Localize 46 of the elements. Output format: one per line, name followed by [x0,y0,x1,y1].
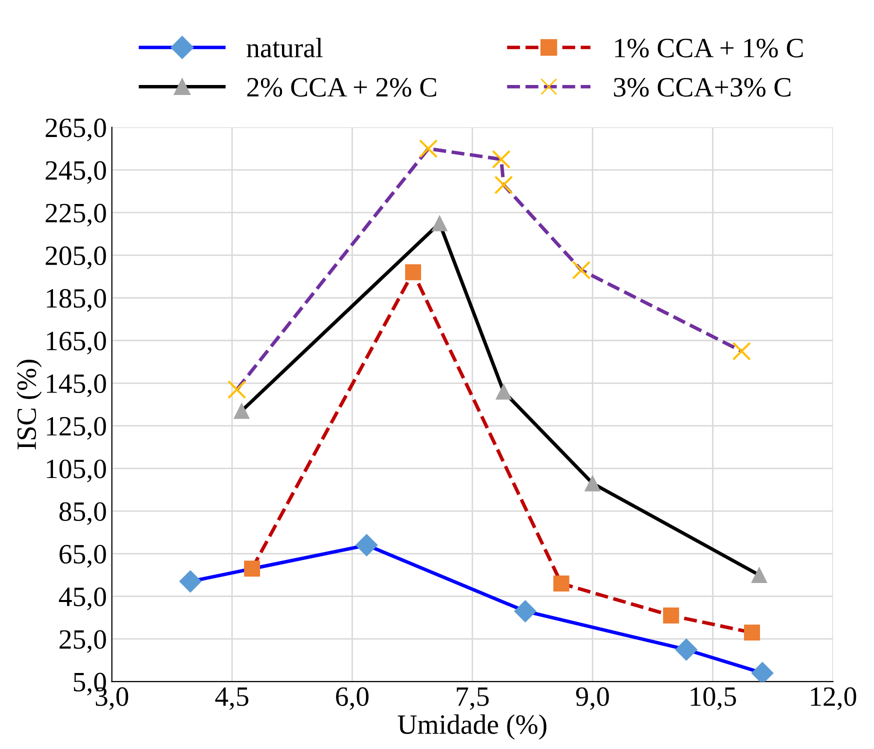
x-tick-label: 12,0 [811,687,856,710]
point [432,215,448,232]
point [514,600,536,622]
point [751,567,768,583]
y-tick-label: 265,0 [46,118,106,142]
point [355,534,378,556]
y-tick-label: 165,0 [46,332,106,354]
point [744,624,760,641]
y-tick-label: 45,0 [58,587,106,610]
point [572,260,591,280]
y-tick-label: 65,0 [60,544,106,568]
point [227,380,246,399]
x-tick-label: 6,0 [336,687,369,710]
x-tick-label: 10,5 [690,687,736,710]
y-tick-label: 85,0 [59,502,106,525]
point [553,576,570,592]
legend-label: natural [246,38,323,58]
point [179,570,202,593]
x-tick-label: 7,5 [456,688,489,710]
y-tick-label: 105,0 [46,460,106,482]
point [584,475,601,492]
y-tick-label: 145,0 [46,374,106,398]
y-tick-label: 125,0 [46,416,106,440]
y-tick-label: 205,0 [46,246,106,270]
point [732,342,751,361]
x-tick-label: 9,0 [576,687,609,710]
point [496,384,512,400]
point [494,176,514,194]
point [663,608,680,624]
legend-label: 1% CCA + 1% C [615,38,803,58]
point [405,264,422,280]
x-tick-label: 4,5 [215,687,248,710]
point [244,560,260,577]
point [418,139,438,158]
y-tick-label: 245,0 [46,161,106,184]
point [234,402,250,419]
legend-label: 2% CCA + 2% C [247,78,436,97]
point [675,638,698,661]
y-axis-title: ISC (%) [16,360,42,450]
legend-label: 3% CCA+3% C [614,78,790,97]
point [492,150,511,169]
y-tick-label: 225,0 [46,204,106,227]
y-tick-label: 185,0 [46,289,106,312]
y-tick-label: 25,0 [60,630,106,653]
point [751,662,774,682]
x-axis-title: Umidade (%) [398,714,546,740]
